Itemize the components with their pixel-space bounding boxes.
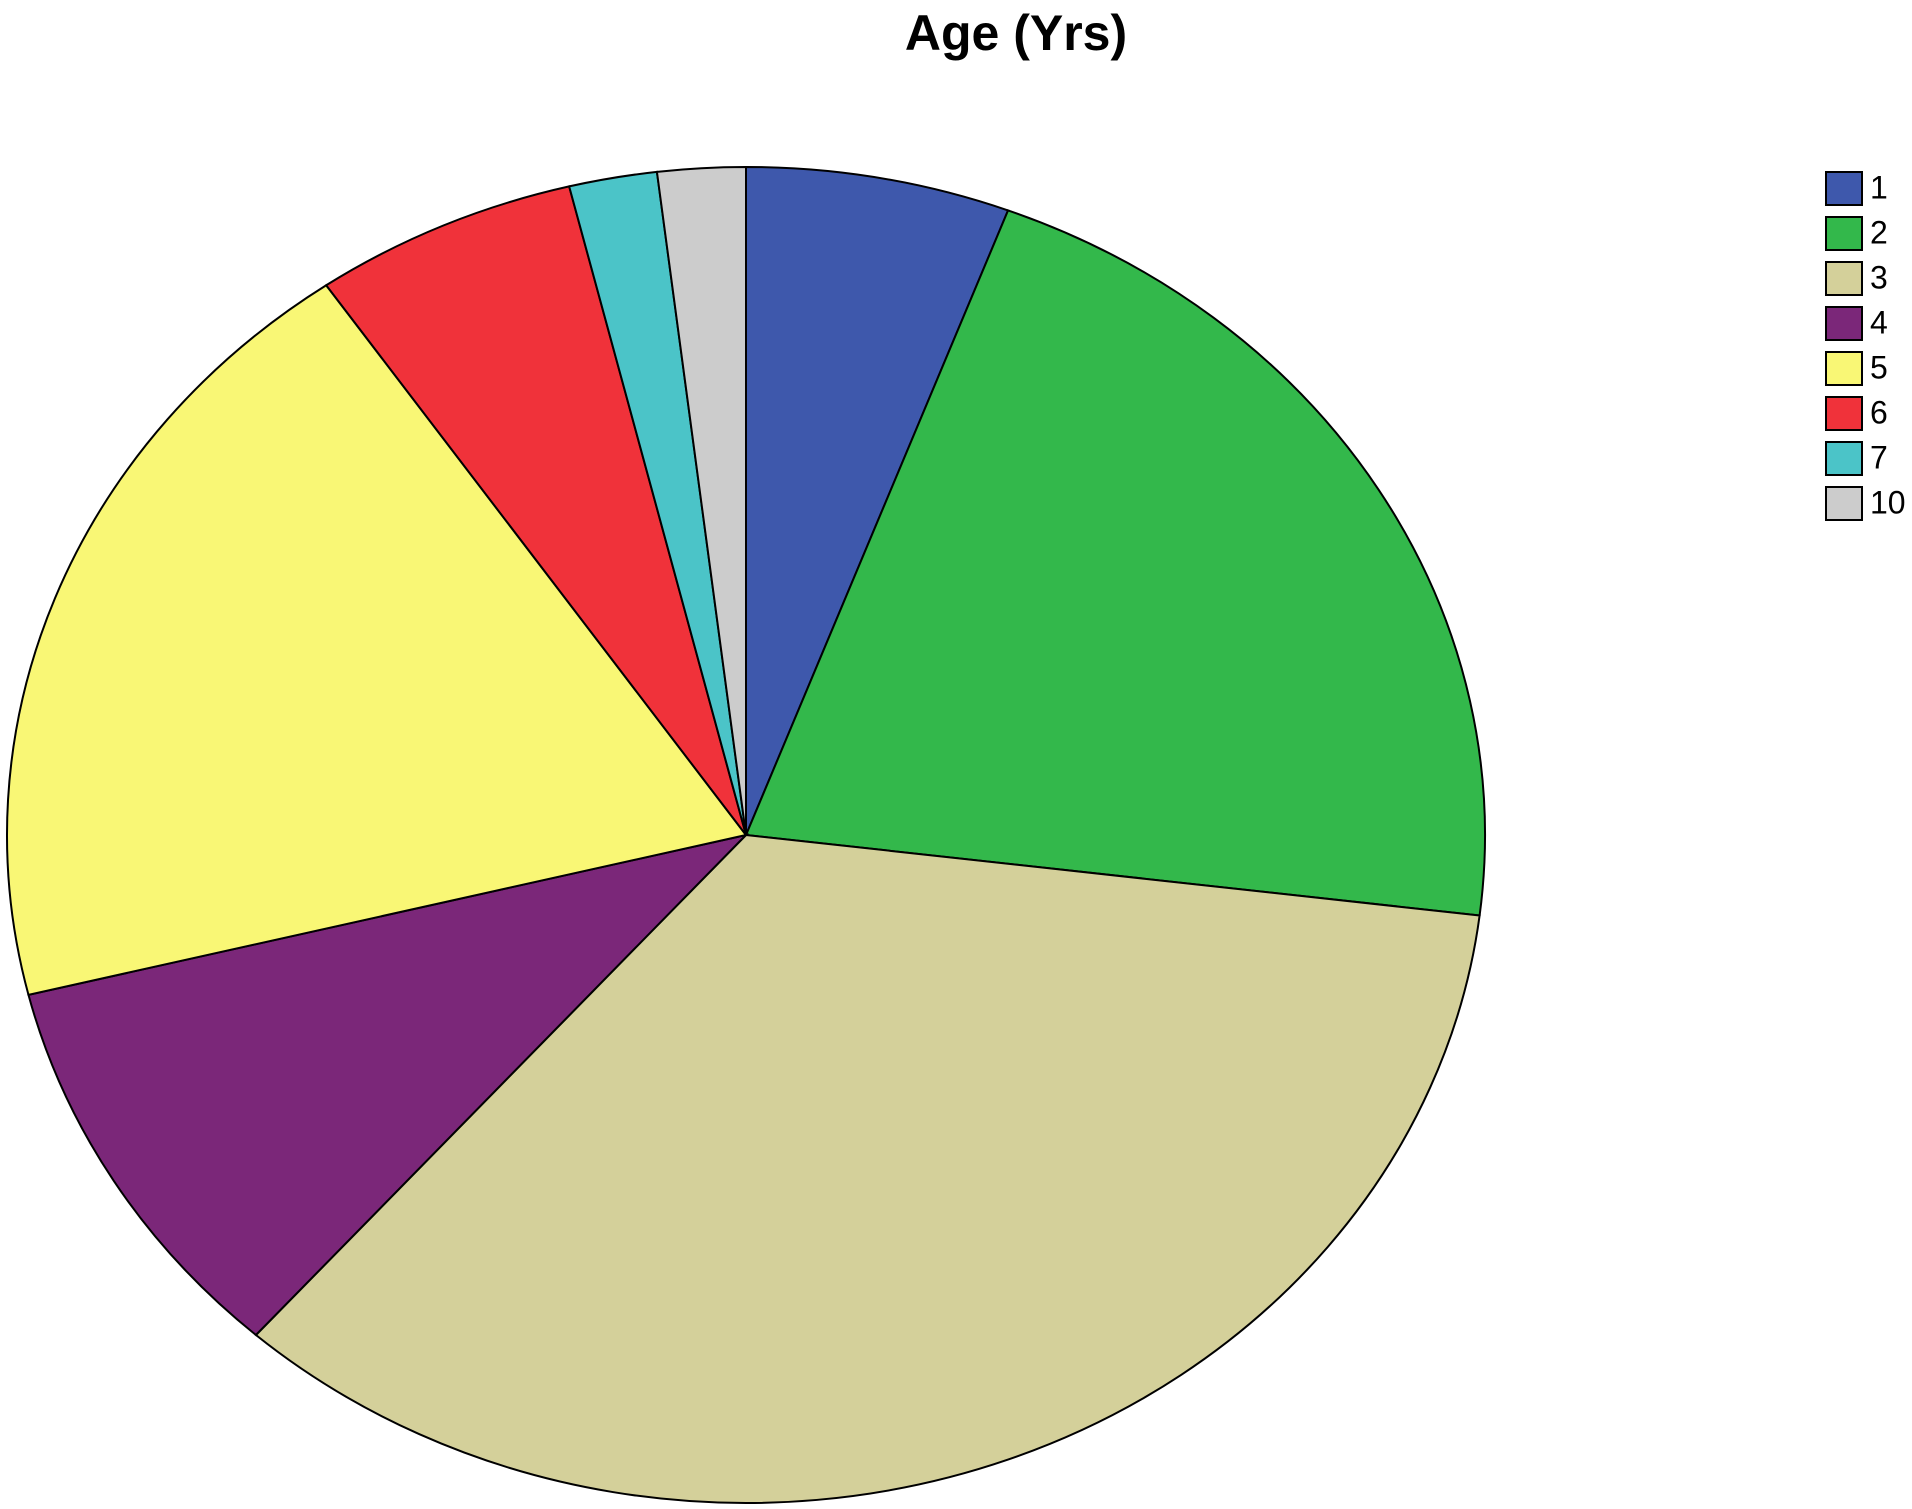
legend-swatch — [1825, 216, 1863, 251]
legend-label: 1 — [1870, 169, 1888, 205]
legend-swatch — [1825, 486, 1863, 521]
pie-slice — [324, 185, 747, 836]
chart-title: Age (Yrs) — [905, 5, 1127, 61]
legend-label: 3 — [1870, 259, 1888, 295]
pie-slice — [254, 833, 1481, 1504]
legend-label: 10 — [1870, 484, 1906, 520]
legend-label: 2 — [1870, 214, 1888, 250]
legend-swatch — [1825, 441, 1863, 476]
legend-label: 4 — [1870, 304, 1888, 340]
legend-label: 5 — [1870, 349, 1888, 385]
pie-slice — [745, 165, 1010, 836]
legend-swatch — [1825, 396, 1863, 431]
pie-slice — [6, 283, 748, 997]
pie-slice — [655, 165, 747, 836]
legend-swatch — [1825, 351, 1863, 386]
legend-label: 6 — [1870, 394, 1888, 430]
legend-swatch — [1825, 171, 1863, 206]
legend-swatch — [1825, 306, 1863, 341]
pie-slice — [27, 833, 750, 1337]
pie-slice — [744, 209, 1486, 917]
legend-label: 7 — [1870, 439, 1888, 475]
legend-swatch — [1825, 261, 1863, 296]
